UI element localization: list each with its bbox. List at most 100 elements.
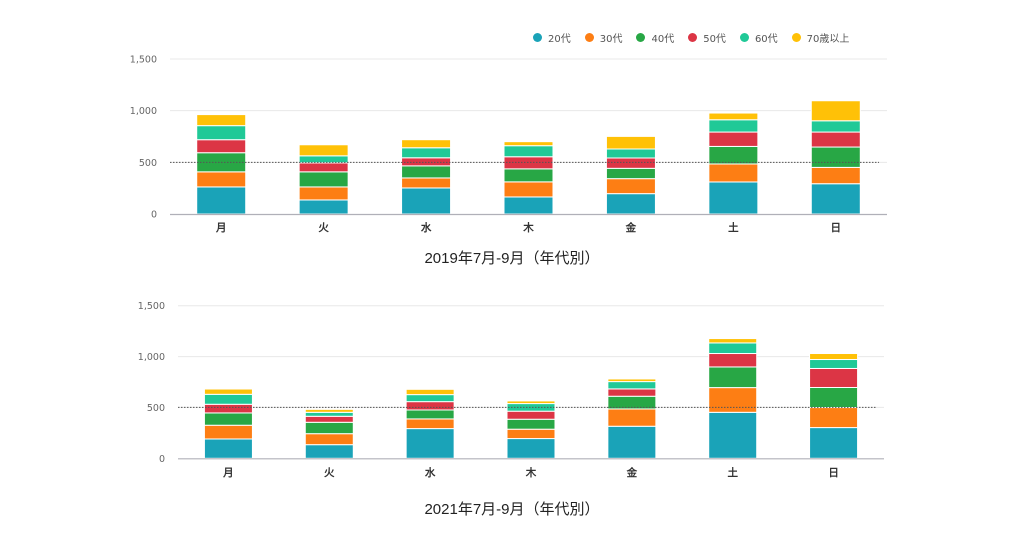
bar-segment-60s[interactable] (196, 125, 247, 141)
bar-segment-40s[interactable] (605, 167, 656, 180)
bar-segment-30s[interactable] (605, 178, 656, 195)
legend-item[interactable]: 60代 (739, 30, 778, 45)
bar-segment-30s[interactable] (405, 418, 455, 430)
y-tick-label: 500 (139, 158, 157, 169)
y-tick-label: 1,500 (130, 55, 157, 66)
bar-segment-20s[interactable] (607, 425, 657, 459)
bar-segment-30s[interactable] (503, 181, 554, 198)
legend-item[interactable]: 70歳以上 (791, 30, 849, 45)
bar-segment-60s[interactable] (405, 394, 455, 403)
legend-item[interactable]: 40代 (636, 30, 674, 45)
bar-segment-50s[interactable] (810, 131, 861, 148)
bar-segment-30s[interactable] (304, 433, 354, 446)
bar-segment-20s[interactable] (810, 183, 861, 215)
bar-segment-60s[interactable] (298, 155, 349, 164)
bar-segment-70plus[interactable] (304, 408, 354, 413)
bar-segment-30s[interactable] (203, 424, 253, 440)
bar-segment-70plus[interactable] (506, 400, 556, 405)
bar-segment-40s[interactable] (810, 146, 861, 168)
chart-legend: 20代 30代 40代 50代 60代 70歳以上 (533, 29, 849, 45)
bar-segment-50s[interactable] (605, 157, 656, 169)
y-tick-label: 0 (151, 210, 157, 221)
bar-segment-30s[interactable] (401, 177, 452, 189)
bar-segment-40s[interactable] (506, 418, 556, 430)
bar-segment-70plus[interactable] (203, 388, 253, 395)
legend-item[interactable]: 30代 (584, 30, 622, 45)
bar-segment-50s[interactable] (708, 353, 758, 368)
bar-segment-30s[interactable] (298, 186, 349, 201)
bar-segment-40s[interactable] (503, 168, 554, 183)
bar-segment-70plus[interactable] (196, 114, 247, 127)
bar-segment-70plus[interactable] (605, 135, 656, 150)
legend-item[interactable]: 20代 (533, 30, 571, 45)
bar-segment-60s[interactable] (810, 120, 861, 133)
bar-segment-50s[interactable] (405, 401, 455, 411)
bar-segment-40s[interactable] (203, 412, 253, 426)
bar-segment-30s[interactable] (506, 428, 556, 440)
bar-segment-60s[interactable] (203, 393, 253, 405)
bar-segment-20s[interactable] (196, 186, 247, 215)
bar-segment-40s[interactable] (298, 171, 349, 188)
legend-label: 50代 (703, 33, 726, 45)
bar-segment-30s[interactable] (810, 166, 861, 185)
bar-segment-20s[interactable] (708, 411, 758, 459)
bar-segment-70plus[interactable] (503, 141, 554, 147)
bar-segment-50s[interactable] (708, 131, 759, 147)
bar-segment-30s[interactable] (196, 171, 247, 188)
bar-segment-60s[interactable] (304, 411, 354, 417)
bar-segment-50s[interactable] (506, 410, 556, 420)
bar-segment-20s[interactable] (405, 428, 455, 459)
bar-segment-40s[interactable] (809, 386, 859, 409)
x-tick-label: 日 (831, 222, 842, 234)
bar-segment-50s[interactable] (809, 367, 859, 388)
bar-segment-60s[interactable] (503, 145, 554, 158)
bar-segment-20s[interactable] (304, 444, 354, 459)
bar-segment-40s[interactable] (708, 145, 759, 165)
bar-segment-70plus[interactable] (810, 100, 861, 122)
bar-segment-30s[interactable] (809, 407, 859, 429)
bar-segment-70plus[interactable] (401, 139, 452, 149)
bar-segment-30s[interactable] (607, 408, 657, 427)
bar-segment-50s[interactable] (401, 157, 452, 167)
bar-segment-70plus[interactable] (809, 353, 859, 361)
bar-segment-70plus[interactable] (607, 378, 657, 383)
bar-segment-30s[interactable] (708, 163, 759, 183)
x-tick-label: 月 (215, 222, 227, 234)
bar-segment-50s[interactable] (304, 415, 354, 423)
bar-segment-20s[interactable] (401, 187, 452, 215)
bar-segment-50s[interactable] (607, 388, 657, 397)
bar-segment-40s[interactable] (405, 409, 455, 420)
legend-dot-icon (533, 32, 542, 42)
x-tick-label: 金 (626, 466, 638, 479)
bar-segment-60s[interactable] (809, 359, 859, 369)
bar-segment-20s[interactable] (605, 193, 656, 215)
bar-segment-70plus[interactable] (405, 388, 455, 396)
bar-segment-50s[interactable] (196, 139, 247, 154)
bar-segment-20s[interactable] (298, 199, 349, 215)
bar-segment-40s[interactable] (708, 366, 758, 389)
bar-segment-50s[interactable] (298, 162, 349, 173)
bar-segment-40s[interactable] (304, 421, 354, 435)
bar-segment-20s[interactable] (503, 196, 554, 215)
legend-dot-icon (739, 32, 749, 42)
bar-segment-60s[interactable] (401, 147, 452, 159)
bar-segment-60s[interactable] (607, 381, 657, 390)
bar-segment-60s[interactable] (708, 342, 758, 355)
legend-label: 20代 (548, 33, 571, 45)
bar-segment-20s[interactable] (809, 427, 859, 459)
bar-segment-70plus[interactable] (298, 144, 349, 157)
bar-segment-70plus[interactable] (708, 112, 759, 121)
legend-item[interactable]: 50代 (688, 30, 726, 45)
y-tick-label: 500 (147, 403, 165, 414)
bar-segment-20s[interactable] (708, 181, 759, 215)
y-tick-label: 1,000 (130, 106, 157, 117)
bar-segment-70plus[interactable] (708, 338, 758, 344)
bar-segment-20s[interactable] (203, 438, 253, 459)
bar-segment-30s[interactable] (708, 387, 758, 413)
bar-segment-60s[interactable] (708, 119, 759, 133)
y-tick-label: 0 (159, 454, 165, 465)
bar-segment-50s[interactable] (203, 403, 253, 414)
bar-segment-60s[interactable] (605, 148, 656, 159)
bar-segment-20s[interactable] (506, 438, 556, 459)
bar-segment-40s[interactable] (401, 165, 452, 179)
